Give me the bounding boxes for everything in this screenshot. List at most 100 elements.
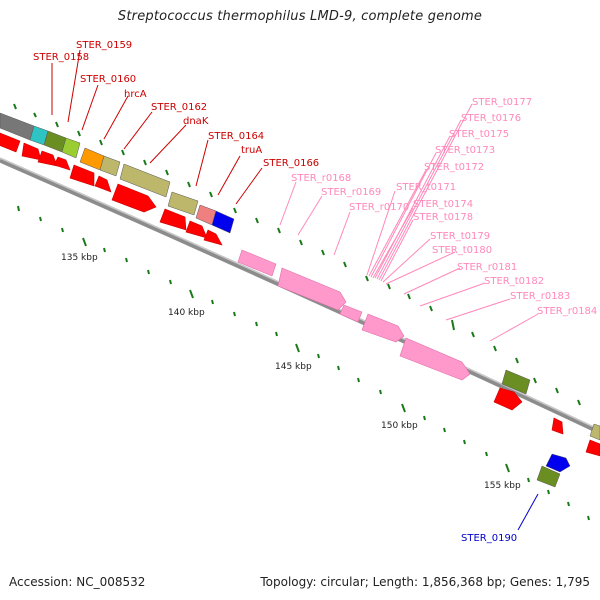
gene-label: STER_t0175: [449, 129, 509, 140]
gene-label: STER_t0180: [432, 245, 492, 256]
gene-label: STER_r0168: [291, 173, 351, 184]
scale-tick: [588, 516, 589, 520]
leader-line: [236, 168, 262, 204]
scale-tick: [380, 390, 381, 394]
rna-genes: [238, 250, 470, 380]
scale-tick: [366, 276, 368, 281]
scale-tick: [408, 294, 410, 299]
gene-label: STER_t0182: [484, 276, 544, 287]
gene-label: STER_r0169: [321, 187, 381, 198]
scale-tick: [166, 170, 168, 175]
scale-tick: [100, 140, 102, 145]
scale-tick: [358, 378, 359, 382]
scale-tick: [234, 312, 235, 316]
scale-tick: [472, 332, 474, 337]
scale-tick: [83, 238, 86, 246]
scale-tick: [210, 192, 212, 197]
leader-line: [218, 156, 240, 195]
leader-line: [124, 112, 152, 149]
scale-tick: [256, 218, 258, 223]
scale-tick: [556, 388, 558, 393]
rrna-arrow: [278, 268, 346, 310]
scale-label: 150 kbp: [381, 421, 418, 431]
scale-tick: [322, 250, 324, 255]
scale-tick: [464, 440, 465, 444]
scale-tick: [296, 344, 299, 352]
scale-tick: [424, 416, 425, 420]
scale-tick: [144, 160, 146, 165]
scale-tick: [494, 346, 496, 351]
gene-label: STER_0160: [80, 74, 136, 85]
gene-label: STER_t0176: [461, 113, 521, 124]
scale-tick: [212, 300, 213, 304]
scale-tick: [40, 217, 41, 221]
gene-arrow: [0, 133, 20, 152]
gene-label: STER_0159: [76, 40, 132, 51]
scale-tick: [78, 131, 80, 136]
gene-label: STER_t0172: [424, 162, 484, 173]
scale-tick: [14, 104, 16, 109]
scale-tick: [300, 240, 302, 245]
scale-tick: [516, 358, 518, 363]
gene-label: STER_t0179: [430, 231, 490, 242]
scale-tick: [122, 150, 124, 155]
gene-block-orange: [80, 148, 104, 170]
scale-tick: [528, 478, 529, 482]
scale-label: 140 kbp: [168, 308, 205, 318]
leader-line: [196, 140, 208, 186]
scale-tick: [318, 354, 319, 358]
scale-tick: [62, 228, 63, 232]
gene-label: STER_r0184: [537, 306, 597, 317]
gene-arrow: [22, 143, 41, 160]
leader-line: [280, 182, 296, 225]
scale-tick: [276, 332, 277, 336]
leader-line: [446, 299, 510, 320]
scale-tick: [568, 502, 569, 506]
leader-line: [381, 220, 413, 281]
scale-tick: [256, 322, 257, 326]
scale-tick: [126, 258, 127, 262]
gene-block-blue: [212, 211, 234, 233]
leader-line: [518, 494, 538, 530]
scale-tick: [344, 262, 346, 267]
scale-tick: [548, 490, 549, 494]
gene-label: STER_0164: [208, 131, 264, 142]
gene-arrow: [70, 165, 94, 186]
scale-tick: [104, 248, 105, 252]
leader-line: [386, 252, 455, 284]
leader-line: [104, 96, 128, 139]
rrna-arrow: [340, 305, 362, 322]
scale-tick: [188, 182, 190, 187]
gene-arrow: [552, 418, 563, 434]
scale-label: 145 kbp: [275, 362, 312, 372]
gene-label: STER_t0171: [396, 182, 456, 193]
scale-tick: [234, 208, 236, 213]
scale-label: 155 kbp: [484, 481, 521, 491]
gene-label: STER_r0181: [457, 262, 517, 273]
gene-arrow: [186, 221, 207, 238]
gene-block-khaki: [168, 192, 198, 215]
gene-label: STER_t0178: [413, 212, 473, 223]
scale-tick: [486, 452, 487, 456]
gene-arrow: [586, 440, 600, 456]
scale-tick: [278, 228, 280, 233]
genome-map-view: Streptococcus thermophilus LMD-9, comple…: [0, 0, 600, 600]
scale-tick: [534, 378, 536, 383]
scale-tick: [338, 366, 339, 370]
genome-map: 135 kbp 140 kbp 145 kbp 150 kbp 155 kbp …: [0, 0, 600, 600]
gene-label: STER_0166: [263, 158, 319, 169]
scale-tick: [18, 206, 19, 211]
gene-arrow: [38, 151, 57, 166]
gene-arrow: [160, 209, 186, 230]
scale-tick: [56, 122, 58, 127]
gene-label: dnaK: [183, 116, 209, 127]
gene-label: STER_r0170: [349, 202, 409, 213]
scale-tick: [402, 404, 405, 412]
scale-tick: [190, 290, 193, 298]
gene-label: STER_0158: [33, 52, 89, 63]
rrna-arrow: [400, 338, 470, 380]
rrna-arrow: [362, 314, 404, 342]
scale-tick: [452, 320, 454, 330]
gene-label: truA: [241, 145, 262, 156]
scale-label: 135 kbp: [61, 253, 98, 263]
